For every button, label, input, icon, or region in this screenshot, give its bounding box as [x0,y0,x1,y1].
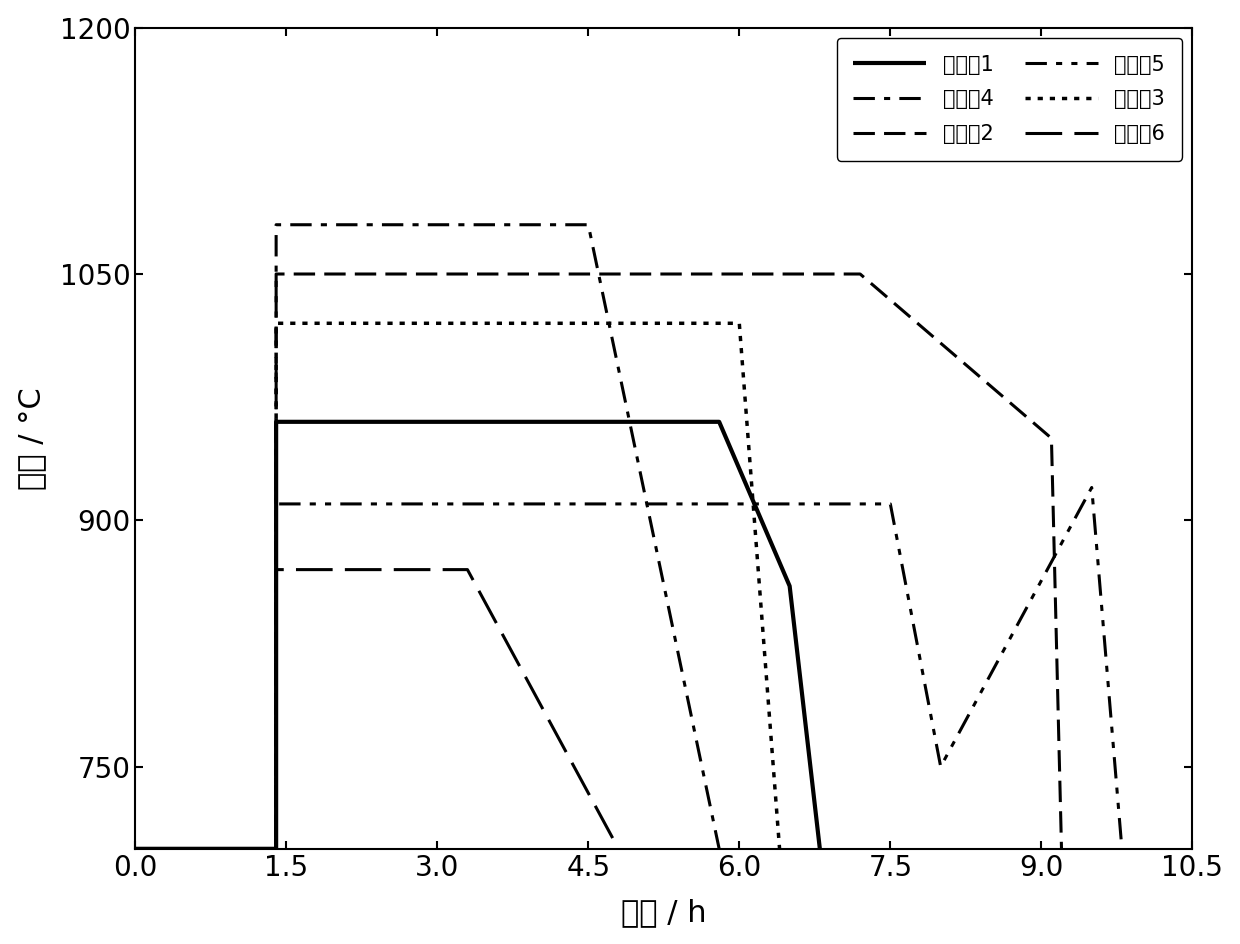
Legend: 实施例1, 实施例4, 实施例2, 实施例5, 实施例3, 实施例6: 实施例1, 实施例4, 实施例2, 实施例5, 实施例3, 实施例6 [837,38,1182,160]
X-axis label: 时间 / h: 时间 / h [621,899,707,927]
Y-axis label: 温度 / °C: 温度 / °C [16,387,46,490]
